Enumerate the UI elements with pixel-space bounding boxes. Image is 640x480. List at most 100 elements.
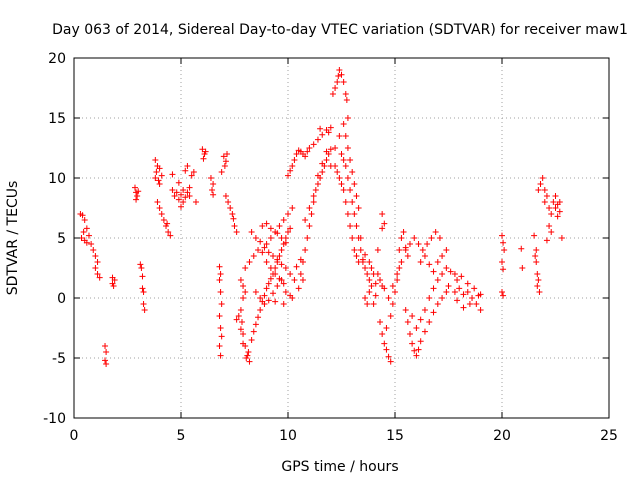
data-point [426,261,433,268]
data-point [338,181,345,187]
data-points [77,67,565,367]
data-point [332,145,339,151]
data-point [240,283,247,289]
data-point [359,259,366,265]
data-point [466,301,473,307]
data-point [499,232,505,239]
data-point [287,225,294,232]
data-point [289,205,296,211]
data-point [276,253,283,259]
data-point [404,319,411,325]
data-point [447,268,454,275]
data-point [421,328,428,335]
data-point [81,217,88,223]
data-point [366,259,373,265]
data-point [347,223,354,229]
data-point [220,153,227,160]
data-point [153,169,160,175]
data-point [541,187,548,193]
data-point [85,232,92,239]
data-point [224,151,231,157]
data-point [263,241,270,247]
data-point [546,223,553,229]
data-point [289,163,296,169]
data-point [230,215,237,222]
data-point [436,235,443,241]
y-tick-label: -5 [52,351,66,367]
data-point [255,314,262,321]
data-point [255,247,262,253]
data-point [178,191,184,198]
data-point [218,169,225,175]
data-point [265,297,272,304]
data-point [349,199,356,205]
data-point [246,259,253,265]
data-point [556,208,563,215]
data-point [186,193,193,199]
data-point [443,265,450,271]
data-point [434,259,441,265]
data-point [443,247,450,253]
data-point [155,177,162,184]
data-point [178,203,184,210]
data-point [317,125,324,132]
data-point [500,266,507,273]
data-point [335,73,342,79]
data-point [302,153,309,160]
data-point [381,340,388,347]
data-point [158,211,165,217]
data-point [237,326,244,333]
data-point [156,165,163,172]
data-point [259,249,266,256]
data-point [323,157,330,163]
data-point [349,235,356,241]
data-point [274,283,281,289]
data-point [248,337,255,343]
data-point [327,146,334,153]
data-point [140,289,147,295]
data-point [351,247,358,253]
data-point [332,85,339,91]
data-point [366,289,373,295]
data-point [550,199,557,205]
data-point [165,229,172,235]
data-point [263,285,270,292]
data-point [554,213,561,220]
data-point [175,179,182,186]
data-point [88,241,95,247]
data-point [140,301,147,307]
data-point [534,283,541,289]
data-point [278,235,285,241]
data-point [243,355,250,361]
data-point [291,157,298,163]
data-point [182,167,189,174]
data-point [338,71,345,78]
data-point [340,79,347,85]
data-point [398,259,405,265]
data-point [134,193,141,199]
data-point [267,235,274,241]
data-point [261,244,268,251]
data-point [103,349,110,355]
data-point [261,292,268,299]
y-tick-label: 10 [48,171,66,187]
data-point [291,277,298,283]
data-point [351,211,358,217]
chart-title: Day 063 of 2014, Sidereal Day-to-day VTE… [52,22,628,38]
data-point [103,361,110,367]
data-point [276,223,283,229]
data-point [278,247,285,253]
data-point [366,277,373,283]
data-point [387,313,394,319]
data-point [252,289,259,295]
data-point [368,265,375,271]
data-point [285,172,291,179]
data-point [334,79,341,85]
data-point [216,263,223,270]
data-point [389,283,396,289]
data-point [302,247,309,253]
data-point [409,340,416,347]
x-tick-label: 5 [177,428,186,444]
data-point [299,277,306,283]
